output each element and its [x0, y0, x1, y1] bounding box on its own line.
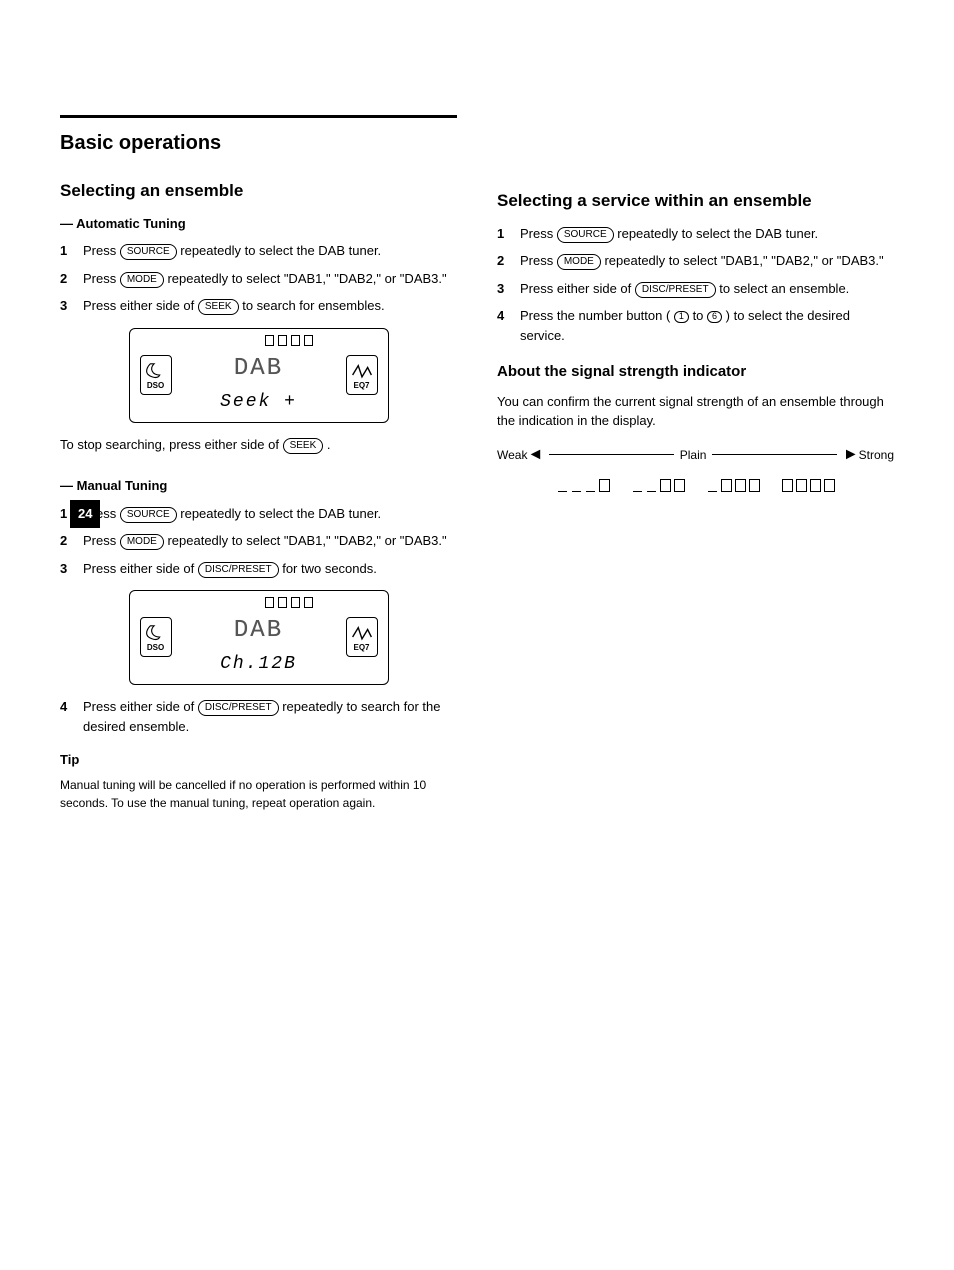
lcd-text: DAB Ch.12B	[178, 613, 340, 678]
text: Press	[520, 253, 557, 268]
lcd-display-seek: DSO EQ7 DAB Seek +	[129, 328, 389, 423]
heading-auto-tuning: — Automatic Tuning	[60, 214, 457, 234]
page-number-side: 24	[70, 500, 100, 528]
text: to search for ensembles.	[242, 298, 384, 313]
text: Press	[83, 533, 120, 548]
weak-label: Weak	[497, 446, 527, 464]
eq7-icon: EQ7	[346, 617, 378, 657]
lcd-display-channel: DSO EQ7 DAB Ch.12B	[129, 590, 389, 685]
manual-step-2: 2 Press MODE repeatedly to select "DAB1,…	[60, 531, 457, 551]
text: to select an ensemble.	[719, 281, 849, 296]
auto-step-1: 1 Press SOURCE repeatedly to select the …	[60, 241, 457, 261]
manual-step-4: 4 Press either side of DISC/PRESET repea…	[60, 697, 457, 736]
text: Press either side of	[83, 561, 198, 576]
text: Press either side of	[520, 281, 635, 296]
lcd-line1: DAB	[178, 351, 340, 387]
tip-body: Manual tuning will be cancelled if no op…	[60, 776, 457, 812]
manual-step-1: 1 Press SOURCE repeatedly to select the …	[60, 504, 457, 524]
dso-icon: DSO	[140, 617, 172, 657]
heading-manual-tuning: — Manual Tuning	[60, 476, 457, 496]
signal-level-4	[782, 479, 835, 492]
signal-scale-labels: Weak ◄ Plain ► Strong	[497, 443, 894, 467]
disc-preset-button-label: DISC/PRESET	[198, 562, 279, 578]
dso-label: DSO	[141, 380, 171, 392]
plain-label: Plain	[680, 446, 707, 464]
lcd-line2: Seek +	[178, 389, 340, 416]
signal-strength-body: You can confirm the current signal stren…	[497, 392, 894, 431]
page-number-value: 24	[70, 500, 100, 528]
right-arrow-icon: ►	[843, 443, 859, 467]
service-step-2: 2 Press MODE repeatedly to select "DAB1,…	[497, 251, 894, 271]
signal-level-1	[557, 479, 610, 492]
text: Press either side of	[83, 298, 198, 313]
text: Press the number button (	[520, 308, 670, 323]
text: To stop searching, press either side of	[60, 437, 283, 452]
auto-step-2: 2 Press MODE repeatedly to select "DAB1,…	[60, 269, 457, 289]
content-columns: Basic operations Selecting an ensemble —…	[60, 40, 894, 818]
eq7-label: EQ7	[347, 380, 377, 392]
text: Press either side of	[83, 699, 198, 714]
lcd-text: DAB Seek +	[178, 351, 340, 416]
left-column: Basic operations Selecting an ensemble —…	[60, 40, 457, 818]
text: repeatedly to select the DAB tuner.	[180, 243, 381, 258]
mode-button-label: MODE	[557, 254, 601, 270]
text: for two seconds.	[282, 561, 377, 576]
text: Press	[520, 226, 557, 241]
text: Press	[83, 243, 120, 258]
text: Press	[83, 271, 120, 286]
eq7-label: EQ7	[347, 642, 377, 654]
disc-preset-button-label: DISC/PRESET	[198, 700, 279, 716]
h3-signal-strength: About the signal strength indicator	[497, 361, 894, 384]
manual-step-3: 3 Press either side of DISC/PRESET for t…	[60, 559, 457, 579]
number-6-button: 6	[707, 311, 722, 323]
dso-icon: DSO	[140, 355, 172, 395]
auto-step-3: 3 Press either side of SEEK to search fo…	[60, 296, 457, 316]
left-arrow-icon: ◄	[527, 443, 543, 467]
source-button-label: SOURCE	[120, 244, 177, 260]
text: to	[693, 308, 707, 323]
seek-button-label: SEEK	[283, 438, 324, 454]
service-step-4: 4 Press the number button ( 1 to 6 ) to …	[497, 306, 894, 345]
mode-button-label: MODE	[120, 534, 164, 550]
section-rule	[60, 115, 457, 118]
text: repeatedly to select "DAB1," "DAB2," or …	[167, 271, 446, 286]
strong-label: Strong	[859, 446, 894, 464]
text: repeatedly to select the DAB tuner.	[617, 226, 818, 241]
signal-strength-diagram	[497, 479, 894, 492]
text: .	[327, 437, 331, 452]
dso-label: DSO	[141, 642, 171, 654]
h2-selecting-service: Selecting a service within an ensemble	[497, 188, 894, 214]
eq7-icon: EQ7	[346, 355, 378, 395]
signal-level-3	[707, 479, 760, 492]
text: repeatedly to select "DAB1," "DAB2," or …	[167, 533, 446, 548]
h2-selecting-ensemble: Selecting an ensemble	[60, 178, 457, 204]
service-step-3: 3 Press either side of DISC/PRESET to se…	[497, 279, 894, 299]
right-column: Selecting a service within an ensemble 1…	[497, 40, 894, 818]
auto-stop-note: To stop searching, press either side of …	[60, 435, 457, 455]
source-button-label: SOURCE	[557, 227, 614, 243]
number-1-button: 1	[674, 311, 689, 323]
signal-bars-icon	[265, 335, 313, 346]
seek-button-label: SEEK	[198, 299, 239, 315]
source-button-label: SOURCE	[120, 507, 177, 523]
text: repeatedly to select "DAB1," "DAB2," or …	[604, 253, 883, 268]
text: repeatedly to select the DAB tuner.	[180, 506, 381, 521]
tip-heading: Tip	[60, 750, 457, 770]
lcd-line1: DAB	[178, 613, 340, 649]
service-step-1: 1 Press SOURCE repeatedly to select the …	[497, 224, 894, 244]
h1-basic-operations: Basic operations	[60, 128, 457, 158]
disc-preset-button-label: DISC/PRESET	[635, 282, 716, 298]
mode-button-label: MODE	[120, 272, 164, 288]
signal-level-2	[632, 479, 685, 492]
lcd-line2: Ch.12B	[178, 651, 340, 678]
signal-bars-icon	[265, 597, 313, 608]
